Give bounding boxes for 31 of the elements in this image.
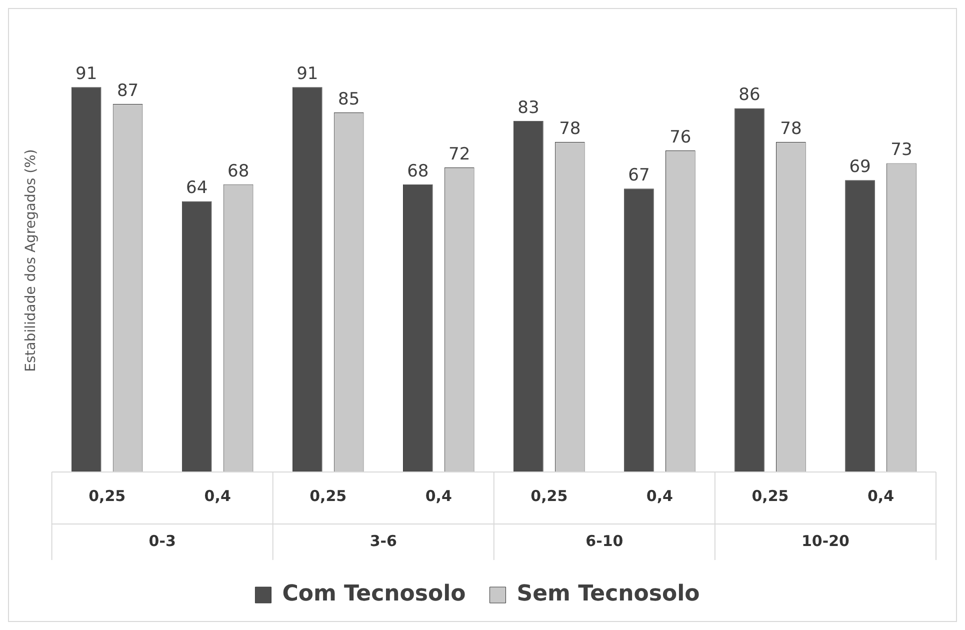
text: 6-10	[586, 532, 624, 550]
data-label: 64	[186, 178, 208, 198]
text: 0-3	[148, 532, 176, 550]
y-axis-title: Estabilidade dos Agregados (%)	[23, 149, 40, 372]
x-tick-label: 0,4	[204, 486, 231, 505]
data-label: 86	[738, 85, 760, 106]
data-label: 72	[448, 144, 470, 164]
data-label: 91	[296, 64, 318, 84]
data-label: 83	[518, 98, 540, 118]
x-tick-label: 0,25	[530, 486, 568, 505]
data-label: 85	[338, 89, 360, 110]
text: 3-6	[370, 532, 397, 550]
data-label: 78	[780, 118, 802, 139]
data-label: 78	[559, 118, 581, 139]
x-tick-label: 0,4	[425, 486, 452, 505]
data-label: 91	[76, 64, 98, 84]
text: 10-20	[801, 532, 850, 550]
x-tick-label: 0,25	[88, 486, 126, 505]
data-label: 67	[628, 166, 650, 186]
legend-label: Sem Tecnosolo	[516, 582, 700, 607]
x-tick-label: 0,25	[310, 486, 347, 505]
x-tick-label: 0,25	[752, 486, 789, 505]
data-label: 87	[116, 80, 139, 101]
data-label: 68	[407, 161, 429, 182]
legend-label: Com Tecnosolo	[282, 582, 466, 607]
data-label: 69	[849, 157, 871, 178]
data-label: 68	[227, 161, 250, 182]
x-tick-label: 0,4	[867, 486, 894, 505]
data-label: 76	[670, 127, 692, 148]
x-tick-label: 0,4	[646, 486, 673, 505]
data-label: 73	[890, 140, 912, 160]
